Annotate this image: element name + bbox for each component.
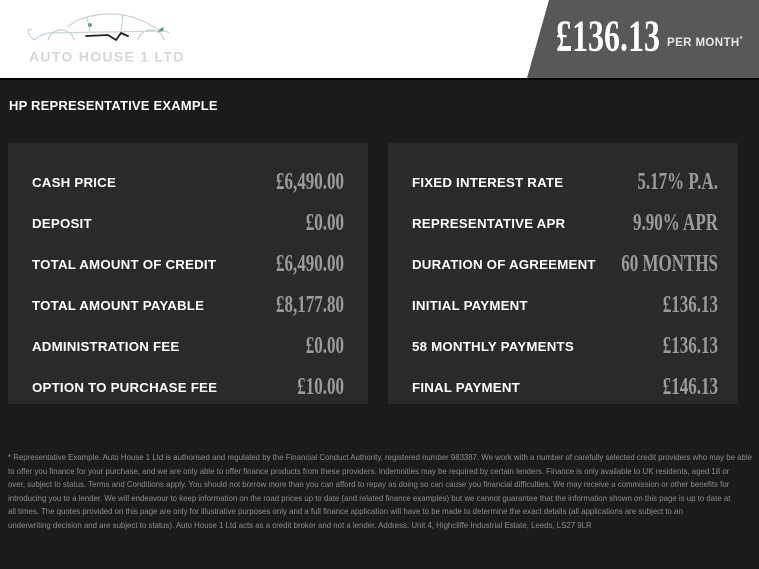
svg-text:AUTO HOUSE 1 LTD: AUTO HOUSE 1 LTD (29, 49, 185, 65)
